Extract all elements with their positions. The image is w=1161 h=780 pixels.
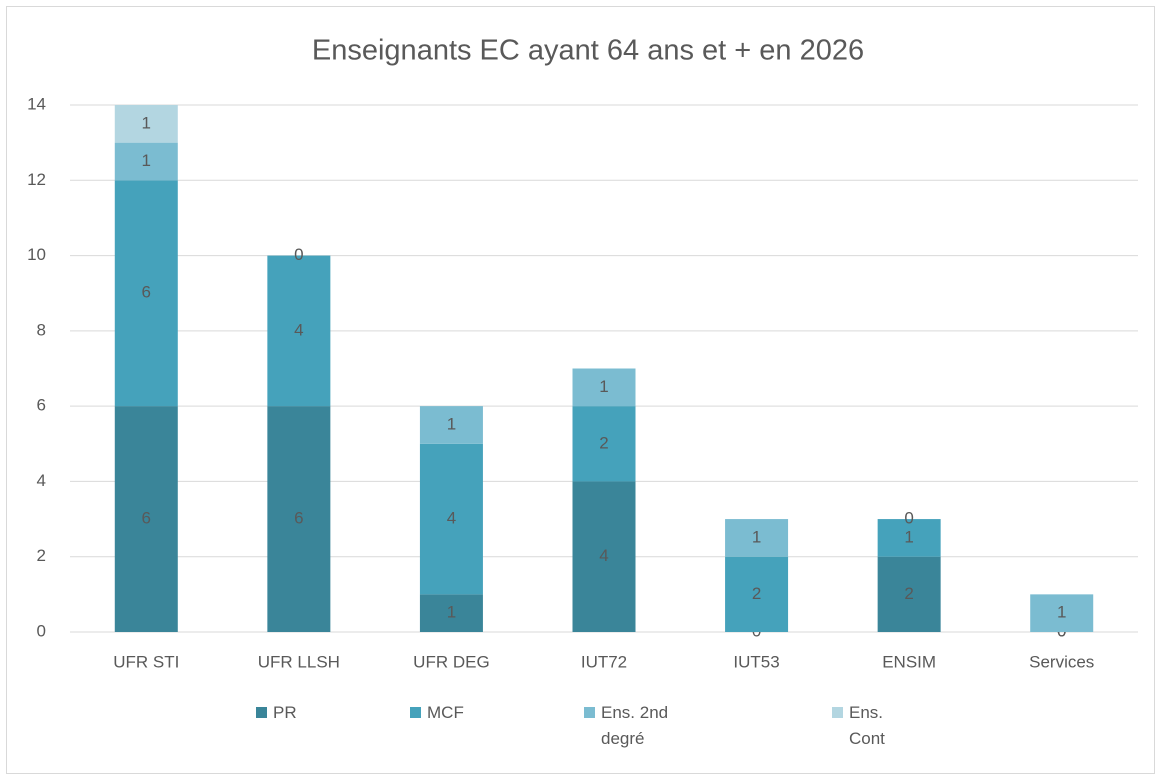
legend-label: Ens. 2nd degré (601, 703, 669, 748)
data-label: 1 (142, 113, 151, 132)
legend-swatch (410, 707, 421, 718)
x-tick-label: ENSIM (882, 652, 936, 671)
legend-swatch (584, 707, 595, 718)
bar-segment (267, 255, 331, 407)
x-tick-label: Services (1029, 652, 1094, 671)
bar-segment (725, 556, 789, 632)
data-label: 4 (294, 320, 303, 339)
data-label: 0 (294, 245, 303, 264)
bar-segment (572, 481, 636, 632)
bar-segment (419, 443, 483, 595)
bar-segment (572, 368, 636, 407)
y-tick-label: 4 (37, 471, 46, 490)
bar-segment (1030, 594, 1094, 632)
data-label: 6 (294, 509, 303, 528)
data-label: 2 (904, 584, 913, 603)
legend-item: Ens. Cont (832, 700, 909, 752)
data-label: 0 (904, 509, 913, 528)
legend-label: Ens. Cont (849, 703, 885, 748)
chart-title: Enseignants EC ayant 64 ans et + en 2026 (312, 35, 864, 67)
y-tick-label: 2 (37, 546, 46, 565)
x-tick-label: UFR STI (113, 652, 179, 671)
data-label: 1 (904, 527, 913, 546)
legend-swatch (832, 707, 843, 718)
legend-swatch (256, 707, 267, 718)
chart-border (6, 6, 1155, 774)
bar-segment (114, 105, 178, 143)
x-tick-label: UFR DEG (413, 652, 490, 671)
y-tick-label: 14 (27, 94, 46, 113)
bar-segment (114, 142, 178, 181)
y-tick-label: 10 (27, 245, 46, 264)
bar-segment (419, 594, 483, 632)
data-label: 1 (447, 414, 456, 433)
bar-segment (114, 406, 178, 632)
bar-segment (267, 406, 331, 632)
bar-segment (114, 180, 178, 407)
x-tick-label: IUT72 (581, 652, 627, 671)
data-label: 1 (142, 151, 151, 170)
y-tick-label: 8 (37, 320, 46, 339)
y-tick-label: 6 (37, 396, 46, 415)
data-label: 4 (447, 509, 456, 528)
bar-segment (877, 519, 941, 557)
legend-item: MCF (410, 700, 464, 726)
data-label: 2 (752, 584, 761, 603)
y-tick-label: 0 (37, 621, 46, 640)
data-label: 6 (142, 283, 151, 302)
x-tick-label: IUT53 (733, 652, 779, 671)
data-label: 1 (599, 377, 608, 396)
legend-item: Ens. 2nd degré (584, 700, 701, 752)
y-tick-label: 12 (27, 170, 46, 189)
legend-label: PR (273, 703, 297, 722)
legend-label: MCF (427, 703, 464, 722)
legend-item: PR (256, 700, 297, 726)
data-label: 1 (1057, 603, 1066, 622)
data-label: 2 (599, 433, 608, 452)
bar-segment (572, 406, 636, 482)
data-label: 4 (599, 546, 608, 565)
data-label: 6 (142, 509, 151, 528)
bar-segment (877, 556, 941, 632)
data-label: 1 (752, 527, 761, 546)
bar-segment (725, 519, 789, 557)
x-tick-label: UFR LLSH (258, 652, 340, 671)
bar-segment (419, 406, 483, 444)
data-label: 1 (447, 603, 456, 622)
